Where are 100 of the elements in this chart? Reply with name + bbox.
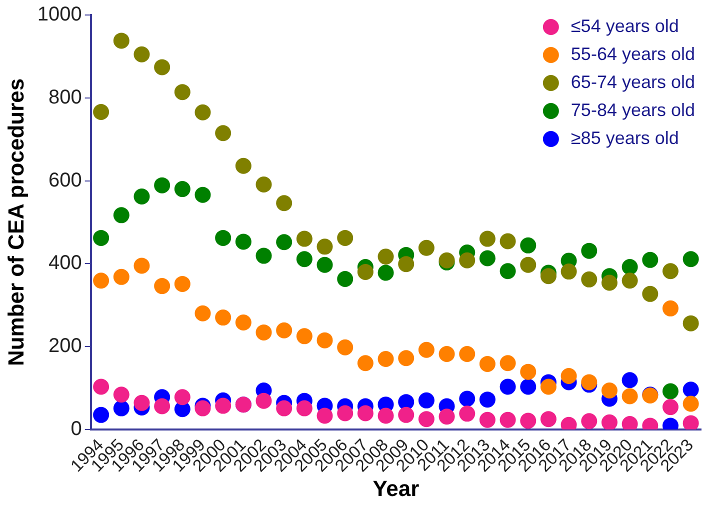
point — [194, 104, 211, 120]
point — [154, 59, 170, 76]
point — [682, 382, 699, 398]
point — [682, 415, 699, 430]
point — [134, 394, 150, 411]
y-axis-title: Number of CEA procedures — [3, 78, 28, 366]
point — [398, 350, 414, 366]
point — [378, 350, 394, 367]
point — [357, 355, 374, 372]
point — [540, 411, 556, 428]
point — [438, 408, 455, 425]
point — [337, 230, 354, 246]
point — [154, 177, 170, 194]
point — [276, 234, 292, 250]
point — [93, 378, 110, 395]
point — [601, 414, 618, 430]
point — [194, 186, 211, 203]
point — [500, 378, 516, 395]
point — [134, 258, 150, 274]
point — [378, 248, 394, 265]
point — [642, 252, 658, 268]
point — [459, 390, 476, 407]
point — [194, 305, 211, 322]
point — [113, 400, 130, 416]
point — [398, 256, 414, 272]
legend-label: 55-64 years old — [570, 44, 696, 64]
point — [134, 188, 150, 205]
point — [113, 386, 130, 403]
point — [154, 398, 170, 414]
point — [113, 207, 130, 224]
point — [296, 230, 312, 247]
point — [418, 240, 434, 256]
legend-label: ≤54 years old — [570, 16, 679, 36]
point — [113, 32, 130, 49]
point — [398, 406, 414, 423]
point — [276, 195, 292, 212]
point — [378, 264, 394, 281]
point — [93, 104, 110, 120]
point — [642, 286, 658, 302]
point — [560, 264, 577, 280]
point — [256, 324, 272, 340]
point — [438, 346, 455, 362]
y-tick-label: 200 — [48, 335, 82, 358]
point — [93, 272, 110, 289]
point — [357, 405, 374, 422]
point — [622, 272, 638, 289]
point — [662, 383, 678, 400]
point — [215, 230, 232, 246]
point — [520, 412, 536, 429]
point — [134, 46, 150, 62]
point — [276, 400, 292, 416]
point — [520, 378, 536, 395]
point — [560, 368, 577, 384]
point — [256, 176, 272, 193]
point — [337, 339, 354, 356]
point — [113, 268, 130, 285]
point — [357, 264, 374, 280]
point — [215, 125, 232, 142]
point — [459, 252, 476, 268]
legend-label: 65-74 years old — [570, 72, 696, 92]
point — [682, 396, 699, 412]
point — [154, 278, 170, 294]
point — [500, 233, 516, 250]
point — [459, 406, 476, 422]
point — [174, 181, 190, 198]
point — [581, 413, 598, 430]
point — [479, 392, 496, 408]
point — [500, 263, 516, 280]
point — [316, 332, 333, 348]
point — [479, 230, 496, 247]
point — [174, 389, 190, 406]
point — [500, 412, 516, 428]
point — [215, 398, 232, 414]
point — [520, 237, 536, 254]
point — [337, 270, 354, 287]
point — [418, 411, 434, 428]
point — [296, 328, 312, 344]
point — [622, 372, 638, 388]
point — [316, 408, 333, 424]
point — [601, 274, 618, 291]
y-tick-label: 0 — [70, 418, 82, 440]
point — [479, 250, 496, 266]
point — [662, 300, 678, 316]
point — [459, 346, 476, 362]
point — [500, 355, 516, 372]
point — [418, 342, 434, 358]
y-tick-label: 800 — [48, 86, 82, 108]
point — [256, 392, 272, 409]
y-tick-label: 400 — [48, 252, 82, 274]
point — [662, 263, 678, 280]
point — [174, 84, 190, 100]
point — [581, 242, 598, 259]
point — [418, 392, 434, 408]
y-tick-label: 600 — [48, 169, 82, 192]
point — [682, 315, 699, 332]
point — [601, 382, 618, 398]
point — [93, 406, 110, 423]
point — [398, 394, 414, 410]
point — [174, 276, 190, 292]
point — [520, 364, 536, 380]
